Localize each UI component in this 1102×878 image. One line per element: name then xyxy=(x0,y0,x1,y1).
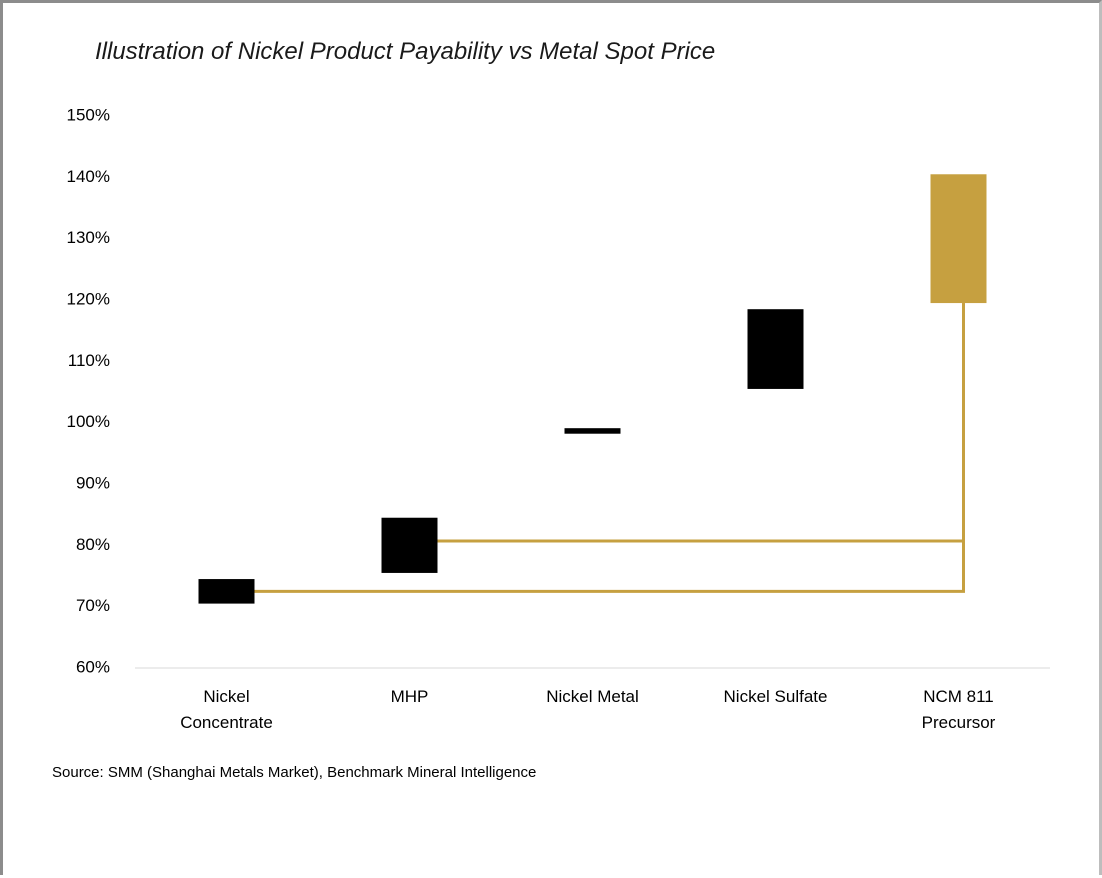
y-tick-label: 80% xyxy=(76,535,110,554)
x-tick-label: Nickel Metal xyxy=(546,687,639,706)
y-tick-label: 100% xyxy=(67,412,110,431)
x-tick-label: NCM 811 Precursor xyxy=(921,687,996,732)
range-bar xyxy=(747,309,804,389)
y-tick-label: 140% xyxy=(67,167,110,186)
source-note: Source: SMM (Shanghai Metals Market), Be… xyxy=(52,764,537,781)
x-tick-label: MHP xyxy=(390,687,429,706)
x-tick-label: Nickel Concentrate xyxy=(180,687,273,732)
y-tick-label: 130% xyxy=(67,228,110,247)
connector xyxy=(409,303,965,543)
y-tick-label: 150% xyxy=(67,105,110,124)
chart-title: Illustration of Nickel Product Payabilit… xyxy=(95,38,716,65)
range-bar xyxy=(198,579,255,604)
y-tick-label: 90% xyxy=(76,473,110,492)
y-tick-label: 120% xyxy=(67,289,110,308)
range-bar xyxy=(381,517,438,573)
y-tick-label: 110% xyxy=(68,351,110,370)
y-tick-label: 70% xyxy=(76,596,110,615)
y-tick-label: 60% xyxy=(76,657,110,676)
range-bar xyxy=(564,428,621,434)
range-bar xyxy=(930,174,987,304)
x-tick-label: Nickel Sulfate xyxy=(723,687,828,706)
connector xyxy=(226,303,965,593)
